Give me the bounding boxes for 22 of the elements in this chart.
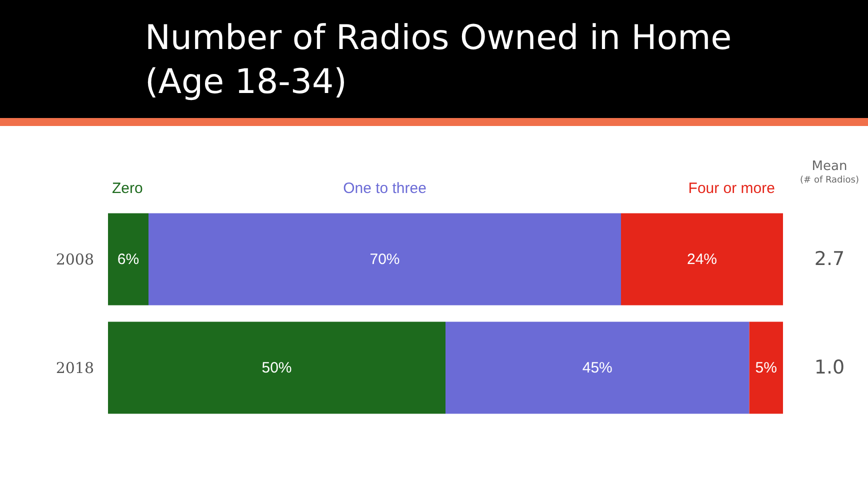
bar	[148, 213, 621, 306]
data-label: 24%	[686, 250, 718, 268]
text: 2.7	[814, 248, 845, 270]
bar	[108, 213, 148, 306]
y-tick-label: 2018	[56, 358, 94, 377]
data-label: 50%	[262, 359, 292, 376]
data-label: 6%	[117, 250, 140, 268]
series-label: Four or more	[688, 180, 775, 197]
bar	[749, 322, 783, 414]
data-label: 45%	[582, 359, 612, 376]
bar	[621, 213, 783, 306]
bar	[108, 322, 446, 414]
text: Mean	[812, 159, 848, 174]
text: (# of Radios)	[800, 176, 859, 186]
data-label: 5%	[755, 359, 777, 376]
text: 1.0	[814, 356, 845, 378]
y-tick-label: 2008	[56, 250, 94, 268]
chart-title: Number of Radios Owned in Home (Age 18-34)	[145, 17, 733, 104]
data-label: 70%	[370, 250, 400, 268]
series-label: One to three	[343, 180, 426, 197]
series-label: Zero	[112, 180, 143, 197]
bar	[446, 322, 750, 414]
